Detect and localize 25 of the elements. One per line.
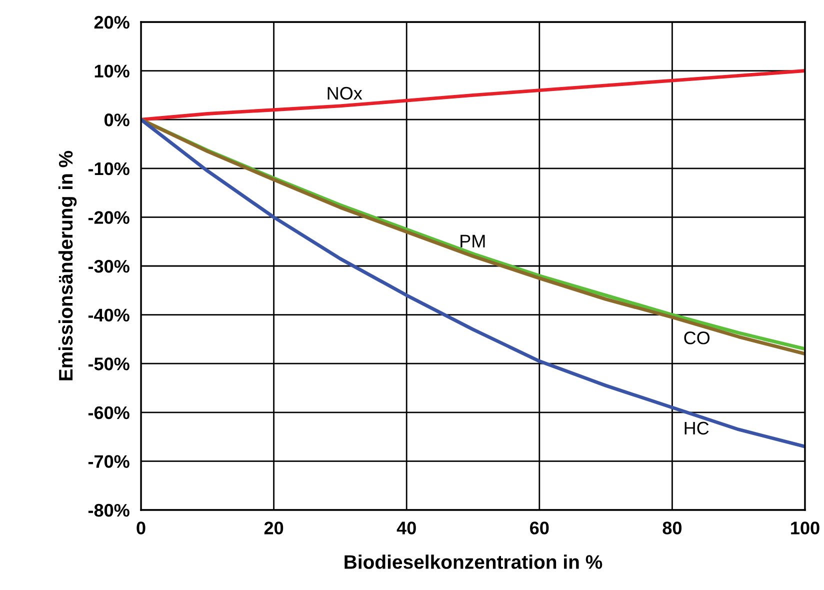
y-tick-label: -50% <box>88 358 130 370</box>
x-tick-label: 60 <box>530 522 549 534</box>
x-tick-label: 100 <box>791 522 820 534</box>
y-tick-label: -60% <box>88 406 130 420</box>
x-tick-label: 80 <box>662 522 682 534</box>
line-series <box>141 69 805 122</box>
y-tick-label: 10% <box>94 64 130 78</box>
series-label: HC <box>684 422 709 435</box>
y-tick-label: -30% <box>88 260 130 273</box>
x-tick-label: 0 <box>136 522 146 534</box>
series-label: CO <box>684 332 710 344</box>
y-tick-label: -40% <box>88 308 130 322</box>
x-tick-label: 40 <box>396 522 416 534</box>
y-tick-label: -10% <box>88 162 130 176</box>
series-label: NOx <box>328 86 362 100</box>
y-tick-label: 20% <box>94 16 130 29</box>
y-tick-label: -20% <box>88 211 130 224</box>
x-tick-label: 20 <box>264 522 284 534</box>
y-tick-label: -80% <box>88 504 130 517</box>
y-axis-title: Emissionsänderung in % <box>58 150 77 380</box>
x-axis-title: Biodieselkonzentration in % <box>344 554 602 569</box>
line-series <box>141 118 805 448</box>
y-tick-label: -70% <box>88 455 130 468</box>
series-label: PM <box>460 234 485 248</box>
y-tick-label: 0% <box>104 114 130 126</box>
